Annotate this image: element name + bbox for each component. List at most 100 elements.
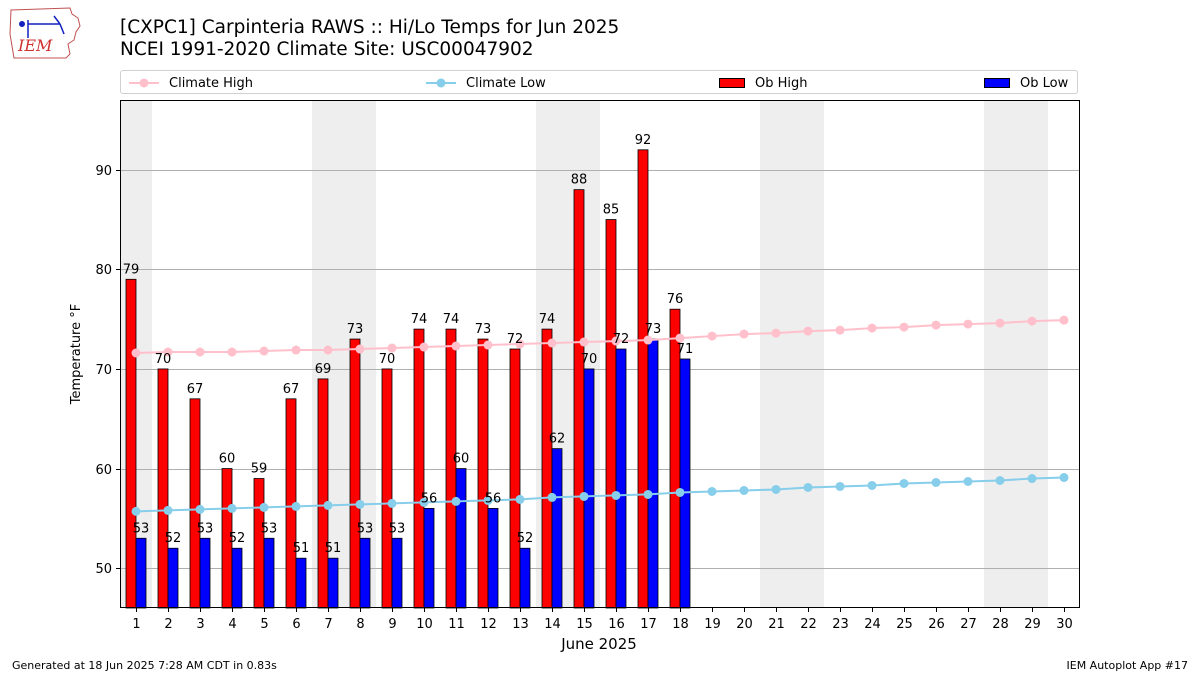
ob-high-bar — [125, 278, 137, 609]
ob-low-bar — [391, 537, 403, 609]
ob-low-label: 73 — [645, 322, 662, 337]
x-tick-label: 23 — [832, 617, 849, 632]
iowa-state-outline — [9, 7, 81, 59]
ob-low-bar — [519, 547, 531, 609]
chart-title: [CXPC1] Carpinteria RAWS :: Hi/Lo Temps … — [120, 17, 620, 38]
climate-low-point — [611, 490, 621, 500]
legend-item-climate-high: Climate High — [129, 74, 253, 92]
climate-low-point — [387, 498, 397, 508]
climate-low-line-icon — [426, 78, 456, 88]
ob-low-label: 53 — [261, 521, 278, 536]
climate-high-point — [419, 342, 429, 352]
climate-low-point — [579, 491, 589, 501]
x-tick-label: 14 — [544, 617, 561, 632]
climate-high-point — [387, 343, 397, 353]
ob-high-bar — [637, 149, 649, 609]
climate-high-point — [291, 345, 301, 355]
ob-low-bar — [423, 507, 435, 609]
legend-label-climate-low: Climate Low — [466, 75, 546, 91]
climate-low-point — [131, 506, 141, 516]
climate-low-point — [547, 492, 557, 502]
ob-low-label: 60 — [453, 452, 470, 467]
x-tick-label: 9 — [388, 617, 396, 632]
climate-low-point — [771, 484, 781, 494]
x-tick-label: 29 — [1024, 617, 1041, 632]
legend-item-climate-low: Climate Low — [426, 74, 546, 92]
x-tick-label: 10 — [416, 617, 433, 632]
ob-high-bar — [381, 368, 393, 609]
climate-high-point — [451, 341, 461, 351]
ob-high-label: 70 — [155, 352, 172, 367]
ob-high-label: 60 — [219, 452, 236, 467]
ob-low-bar — [615, 348, 627, 609]
x-tick-label: 24 — [864, 617, 881, 632]
y-axis-label: Temperature °F — [69, 304, 84, 405]
climate-high-point — [579, 337, 589, 347]
climate-low-point — [355, 499, 365, 509]
climate-high-point — [675, 333, 685, 343]
ob-high-bar — [541, 328, 553, 609]
bar-labels: 79 70 67 60 59 67 69 73 70 74 74 73 72 74 88 85 92 76 53 52… — [123, 133, 694, 556]
ob-high-swatch-icon — [719, 78, 745, 88]
climate-low-point — [227, 503, 237, 513]
ob-high-bar — [605, 219, 617, 609]
ob-low-bar — [231, 547, 243, 609]
ob-low-bar — [295, 557, 307, 609]
climate-high-point — [355, 344, 365, 354]
climate-high-point — [131, 348, 141, 358]
climate-high-point — [835, 325, 845, 335]
climate-low-point — [931, 477, 941, 487]
ob-high-label: 67 — [187, 382, 204, 397]
ob-high-label: 70 — [379, 352, 396, 367]
legend-item-ob-high: Ob High — [719, 74, 808, 92]
ob-high-label: 69 — [315, 362, 332, 377]
climate-low-point — [259, 502, 269, 512]
climate-high-point — [963, 319, 973, 329]
ob-low-label: 56 — [421, 491, 438, 506]
legend-label-ob-high: Ob High — [755, 75, 808, 91]
ob-low-bar — [167, 547, 179, 609]
ob-low-label: 56 — [485, 491, 502, 506]
climate-high-line-icon — [129, 78, 159, 88]
climate-low-point — [323, 500, 333, 510]
ob-low-label: 62 — [549, 432, 566, 447]
x-tick-label: 4 — [228, 617, 236, 632]
ob-high-label: 92 — [635, 133, 652, 148]
ob-high-label: 74 — [539, 312, 556, 327]
climate-low-line — [135, 476, 1065, 513]
ob-high-bar — [413, 328, 425, 609]
ob-low-bar — [263, 537, 275, 609]
legend-label-ob-low: Ob Low — [1020, 75, 1069, 91]
climate-high-point — [739, 329, 749, 339]
climate-high-point — [867, 323, 877, 333]
climate-low-point — [643, 489, 653, 499]
climate-high-point — [931, 320, 941, 330]
climate-low-point — [707, 486, 717, 496]
x-tick-label: 11 — [448, 617, 465, 632]
x-tick-label: 28 — [992, 617, 1009, 632]
climate-low-point — [739, 485, 749, 495]
climate-low-point — [291, 501, 301, 511]
ob-low-label: 53 — [389, 521, 406, 536]
ob-high-bar — [317, 378, 329, 609]
climate-high-point — [547, 338, 557, 348]
ob-low-bar — [359, 537, 371, 609]
climate-low-point — [163, 505, 173, 515]
ob-high-label: 74 — [443, 312, 460, 327]
climate-high-line — [135, 319, 1065, 354]
bars — [125, 149, 691, 609]
climate-high-point — [995, 318, 1005, 328]
climate-high-point — [227, 347, 237, 357]
x-tick-label: 25 — [896, 617, 913, 632]
ob-low-swatch-icon — [984, 78, 1010, 88]
climate-high-point — [803, 326, 813, 336]
x-tick-label: 7 — [324, 617, 332, 632]
ob-low-label: 72 — [613, 332, 630, 347]
x-tick-label: 18 — [672, 617, 689, 632]
x-tick-label: 21 — [768, 617, 785, 632]
plot-frame — [120, 100, 1080, 608]
ob-low-label: 53 — [133, 521, 150, 536]
x-tick-label: 19 — [704, 617, 721, 632]
